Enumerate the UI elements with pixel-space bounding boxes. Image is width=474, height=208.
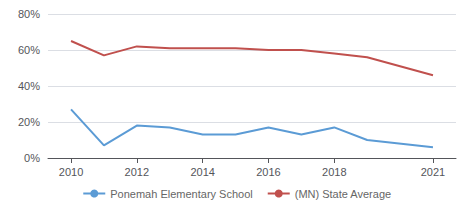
svg-text:2012: 2012 [125, 166, 149, 178]
svg-text:2021: 2021 [421, 166, 445, 178]
svg-text:(MN) State Average: (MN) State Average [295, 188, 391, 200]
svg-text:2018: 2018 [322, 166, 346, 178]
svg-text:Ponemah Elementary School: Ponemah Elementary School [110, 188, 252, 200]
svg-text:2014: 2014 [190, 166, 214, 178]
svg-text:2010: 2010 [59, 166, 83, 178]
svg-text:20%: 20% [18, 116, 40, 128]
svg-text:40%: 40% [18, 80, 40, 92]
svg-text:0%: 0% [24, 152, 40, 164]
svg-text:60%: 60% [18, 44, 40, 56]
svg-text:2016: 2016 [256, 166, 280, 178]
svg-text:80%: 80% [18, 8, 40, 20]
